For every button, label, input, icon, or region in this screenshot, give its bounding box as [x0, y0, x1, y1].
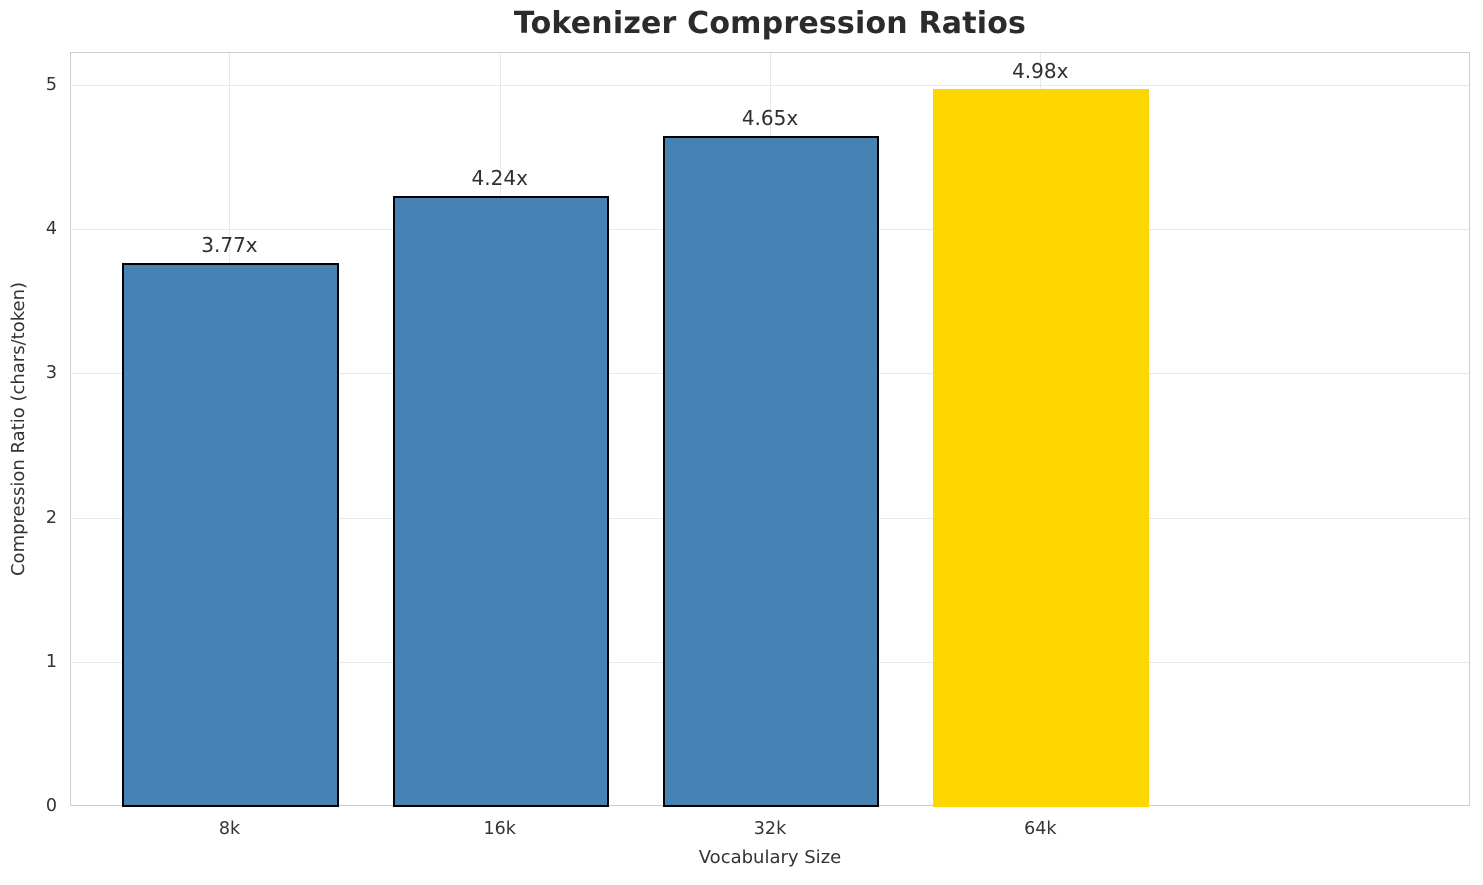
bar-value-label: 4.24x	[471, 165, 528, 190]
chart-title: Tokenizer Compression Ratios	[513, 6, 1027, 41]
y-tick-label: 0	[45, 796, 57, 816]
bar-value-label: 4.98x	[1012, 58, 1069, 83]
bar-value-label: 4.65x	[741, 106, 799, 131]
y-tick-label: 4	[45, 219, 57, 240]
bar-32k	[662, 136, 880, 807]
x-tick-label: 16k	[483, 819, 516, 839]
y-tick-label: 5	[45, 75, 57, 96]
x-tick-label: 8k	[218, 819, 241, 839]
y-axis-label: Compression Ratio (chars/token)	[8, 282, 29, 577]
x-tick-label: 32k	[753, 819, 787, 839]
bar-8k	[122, 263, 339, 807]
x-tick-label: 64k	[1024, 819, 1057, 839]
y-tick-label: 3	[45, 363, 57, 384]
bar-16k	[392, 195, 609, 807]
y-tick-label: 1	[45, 651, 57, 672]
bar-64k	[933, 88, 1150, 807]
y-tick-label: 2	[45, 507, 57, 528]
x-axis-label: Vocabulary Size	[698, 847, 842, 868]
bar-value-label: 3.77x	[201, 233, 258, 258]
plot-area	[70, 52, 1470, 807]
